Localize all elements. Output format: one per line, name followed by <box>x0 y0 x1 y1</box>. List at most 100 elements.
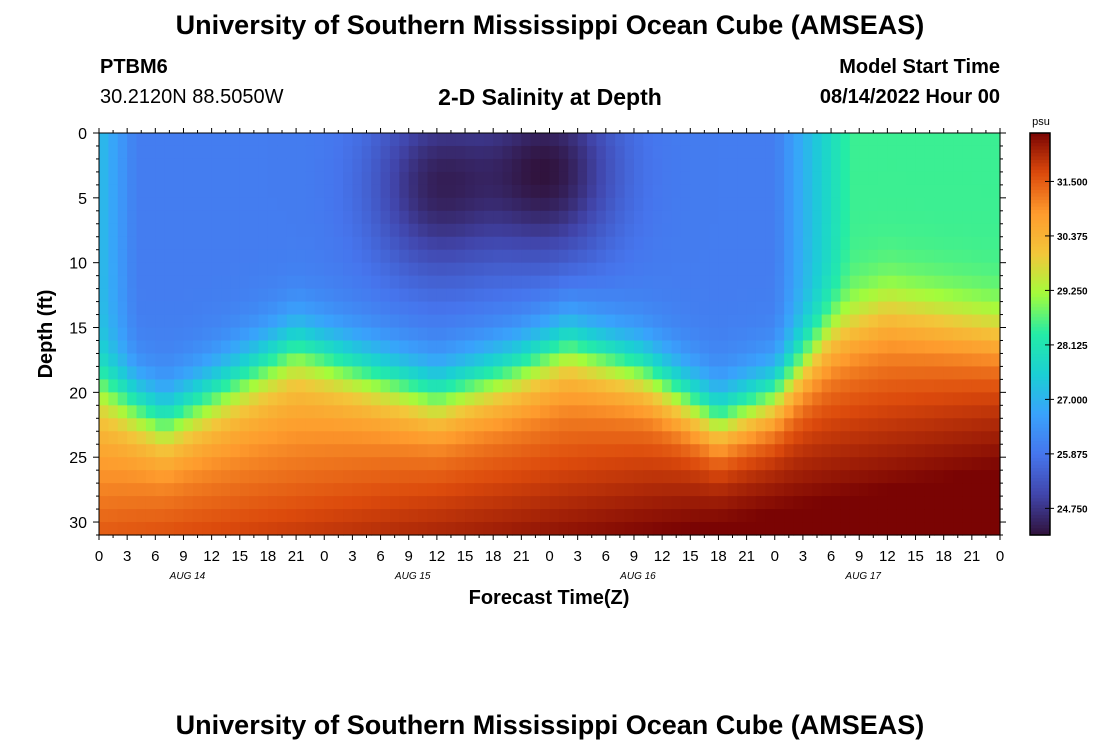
heatmap-cell <box>784 470 795 484</box>
heatmap-cell <box>493 133 504 147</box>
heatmap-cell <box>324 249 335 264</box>
heatmap-cell <box>680 483 691 497</box>
heatmap-cell <box>361 184 372 199</box>
heatmap-cell <box>164 223 175 238</box>
heatmap-cell <box>746 145 757 160</box>
heatmap-cell <box>136 288 147 303</box>
heatmap-cell <box>427 522 438 536</box>
heatmap-cell <box>371 470 382 484</box>
heatmap-cell <box>699 444 710 458</box>
heatmap-cell <box>737 366 748 380</box>
heatmap-cell <box>418 496 429 510</box>
heatmap-cell <box>230 262 241 277</box>
heatmap-cell <box>427 327 438 342</box>
heatmap-cell <box>755 509 766 523</box>
heatmap-cell <box>174 470 185 484</box>
heatmap-cell <box>249 301 260 316</box>
heatmap-cell <box>502 405 513 419</box>
heatmap-cell <box>793 288 804 303</box>
heatmap-cell <box>896 353 907 368</box>
heatmap-cell <box>455 223 466 238</box>
heatmap-cell <box>924 133 935 147</box>
heatmap-cell <box>896 431 907 445</box>
heatmap-cell <box>136 470 147 484</box>
heatmap-cell <box>296 483 307 497</box>
heatmap-cell <box>765 327 776 342</box>
heatmap-cell <box>821 133 832 147</box>
heatmap-cell <box>906 392 917 406</box>
heatmap-cell <box>465 327 476 342</box>
heatmap-cell <box>737 522 748 536</box>
heatmap-cell <box>849 431 860 445</box>
heatmap-cell <box>784 301 795 316</box>
heatmap-cell <box>202 457 213 471</box>
colorbar-segment <box>1030 243 1050 248</box>
heatmap-cell <box>418 509 429 523</box>
heatmap-cell <box>211 353 222 368</box>
heatmap-cell <box>455 262 466 277</box>
heatmap-cell <box>859 379 870 393</box>
day-label: AUG 16 <box>619 571 656 582</box>
heatmap-cell <box>812 314 823 329</box>
heatmap-cell <box>981 353 992 368</box>
colorbar-segment <box>1030 273 1050 278</box>
heatmap-cell <box>981 418 992 432</box>
heatmap-cell <box>446 275 457 290</box>
heatmap-cell <box>117 197 128 212</box>
heatmap-cell <box>361 509 372 523</box>
heatmap-cell <box>99 340 109 355</box>
heatmap-cell <box>427 223 438 238</box>
heatmap-cell <box>324 133 335 147</box>
colorbar-segment <box>1030 236 1050 241</box>
heatmap-cell <box>455 314 466 329</box>
heatmap-cell <box>840 133 851 147</box>
colorbar-segment <box>1030 377 1050 382</box>
heatmap-cell <box>887 145 898 160</box>
heatmap-cell <box>249 314 260 329</box>
heatmap-cell <box>474 145 485 160</box>
colorbar-segment <box>1030 146 1050 151</box>
heatmap-cell <box>605 327 616 342</box>
heatmap-cell <box>615 431 626 445</box>
heatmap-cell <box>737 197 748 212</box>
heatmap-cell <box>662 171 673 186</box>
heatmap-cell <box>314 210 325 225</box>
heatmap-cell <box>267 236 278 251</box>
heatmap-cell <box>643 262 654 277</box>
heatmap-cell <box>709 171 720 186</box>
heatmap-cell <box>812 223 823 238</box>
heatmap-cell <box>624 379 635 393</box>
heatmap-cell <box>389 275 400 290</box>
heatmap-cell <box>596 392 607 406</box>
heatmap-cell <box>361 340 372 355</box>
heatmap-cell <box>652 133 663 147</box>
heatmap-cell <box>145 327 156 342</box>
heatmap-cell <box>633 197 644 212</box>
heatmap-cell <box>408 314 419 329</box>
heatmap-cell <box>511 353 522 368</box>
heatmap-cell <box>831 145 842 160</box>
heatmap-cell <box>183 392 194 406</box>
heatmap-cell <box>465 483 476 497</box>
colorbar-segment <box>1030 380 1050 385</box>
colorbar-segment <box>1030 531 1050 536</box>
heatmap-cell <box>267 158 278 173</box>
heatmap-cell <box>906 262 917 277</box>
heatmap-cell <box>587 327 598 342</box>
heatmap-cell <box>136 314 147 329</box>
heatmap-cell <box>774 262 785 277</box>
heatmap-cell <box>211 262 222 277</box>
heatmap-cell <box>239 405 250 419</box>
heatmap-cell <box>718 522 729 536</box>
heatmap-cell <box>699 483 710 497</box>
heatmap-cell <box>343 158 354 173</box>
heatmap-cell <box>981 444 992 458</box>
heatmap-cell <box>990 509 1001 523</box>
heatmap-cell <box>549 262 560 277</box>
heatmap-cell <box>793 392 804 406</box>
heatmap-cell <box>258 366 269 380</box>
heatmap-cell <box>277 184 288 199</box>
heatmap-cell <box>136 418 147 432</box>
heatmap-cell <box>924 327 935 342</box>
